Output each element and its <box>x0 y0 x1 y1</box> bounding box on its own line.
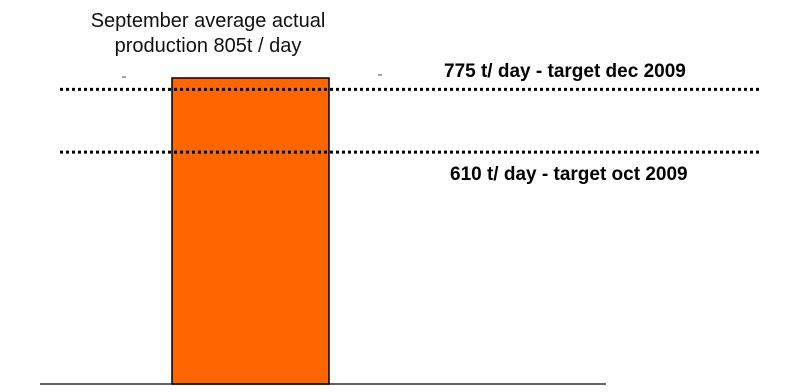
bar-annotation: September average actual production 805t… <box>58 9 358 59</box>
target-oct-label: 610 t/ day - target oct 2009 <box>450 164 688 185</box>
target-dec-label: 775 t/ day - target dec 2009 <box>444 61 686 82</box>
bar-annotation-line-2: production 805t / day <box>114 35 302 57</box>
bar-september <box>171 77 330 385</box>
bar-annotation-line-1: September average actual <box>90 10 326 32</box>
